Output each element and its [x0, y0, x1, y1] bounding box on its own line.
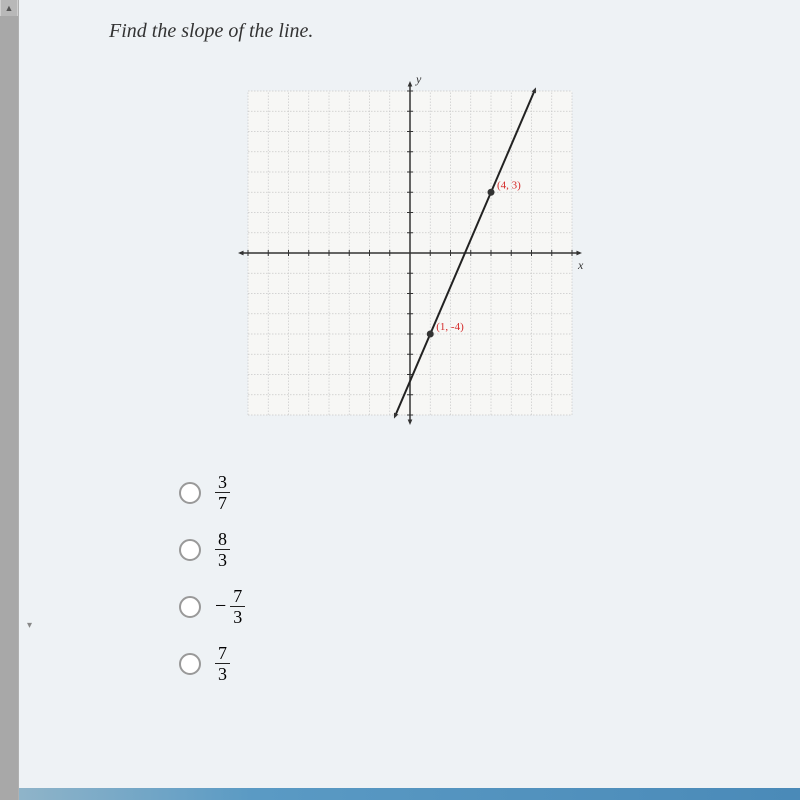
svg-text:(4, 3): (4, 3): [497, 179, 521, 191]
radio-button[interactable]: [179, 596, 201, 618]
answer-option-3[interactable]: 73: [179, 644, 760, 683]
scroll-track[interactable]: [0, 16, 18, 800]
radio-button[interactable]: [179, 482, 201, 504]
collapse-caret-icon[interactable]: ▾: [27, 620, 32, 631]
scroll-up-icon[interactable]: ▲: [1, 0, 17, 16]
denominator: 3: [218, 550, 227, 569]
fraction: 37: [215, 473, 230, 512]
svg-text:y: y: [415, 73, 422, 86]
scrollbar[interactable]: ▲: [0, 0, 19, 800]
denominator: 3: [233, 607, 242, 626]
fraction: 73: [215, 644, 230, 683]
option-label: 83: [215, 530, 230, 569]
svg-text:x: x: [577, 258, 584, 272]
question-area: Find the slope of the line. x y (4, 3) (1, …: [19, 0, 800, 800]
answer-option-1[interactable]: 83: [179, 530, 760, 569]
radio-button[interactable]: [179, 653, 201, 675]
question-prompt: Find the slope of the line.: [109, 20, 760, 43]
option-label: 73: [215, 644, 230, 683]
fraction: 73: [230, 587, 245, 626]
numerator: 7: [215, 644, 230, 664]
svg-text:(1, -4): (1, -4): [436, 321, 464, 333]
graph-container: x y (4, 3) (1, -4): [59, 73, 760, 433]
taskbar: [19, 788, 800, 800]
answer-options: 3783−7373: [179, 473, 760, 683]
answer-option-2[interactable]: −73: [179, 587, 760, 626]
numerator: 8: [215, 530, 230, 550]
negative-sign: −: [215, 595, 226, 618]
radio-button[interactable]: [179, 539, 201, 561]
fraction: 83: [215, 530, 230, 569]
denominator: 3: [218, 664, 227, 683]
coordinate-graph: x y (4, 3) (1, -4): [230, 73, 590, 433]
numerator: 7: [230, 587, 245, 607]
answer-option-0[interactable]: 37: [179, 473, 760, 512]
option-label: −73: [215, 587, 245, 626]
option-label: 37: [215, 473, 230, 512]
denominator: 7: [218, 493, 227, 512]
numerator: 3: [215, 473, 230, 493]
